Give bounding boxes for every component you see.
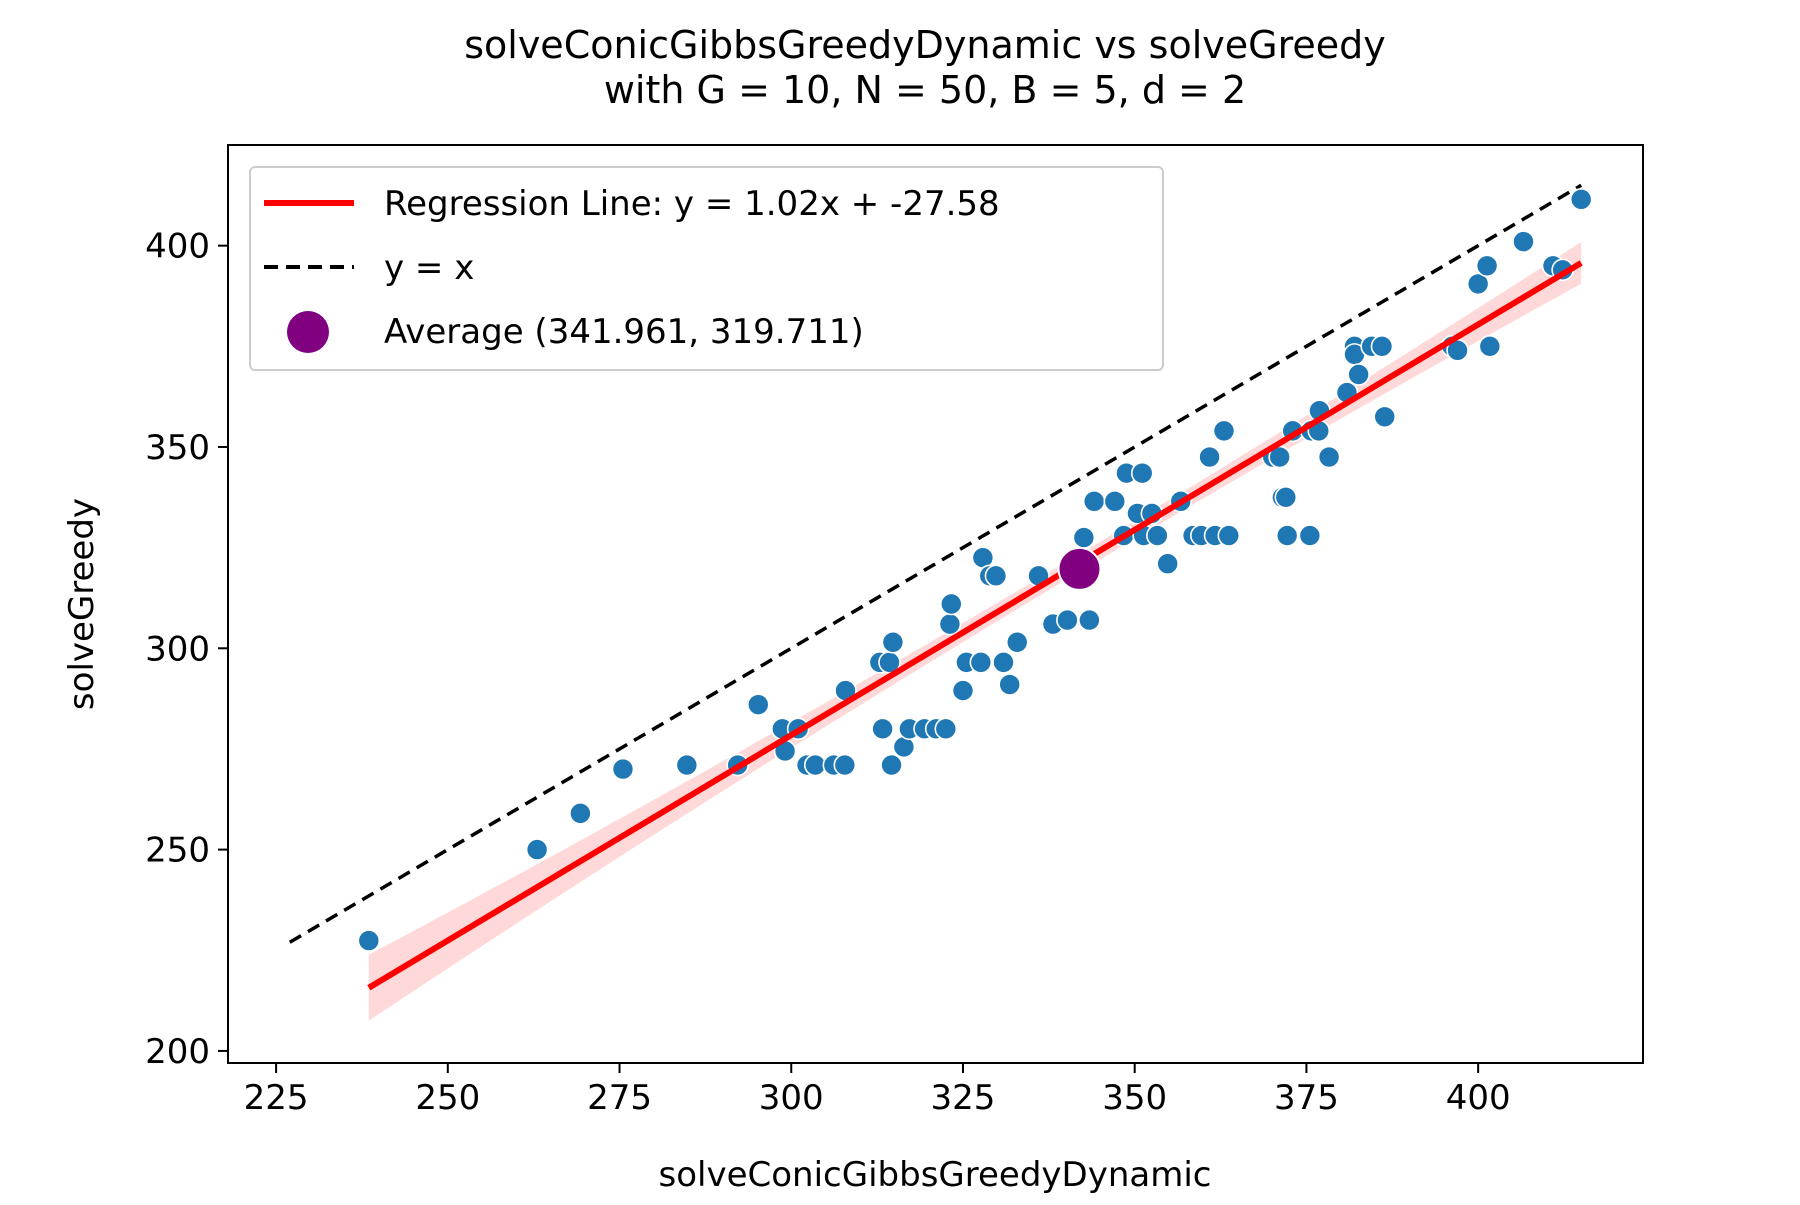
data-point-41 [1082,490,1106,513]
x-tick-label-325: 325 [931,1078,996,1118]
data-point-50 [1156,552,1179,576]
y-axis-label: solveGreedy [62,498,102,710]
plot-area [288,183,1593,1021]
legend-regression-label: Regression Line: y = 1.02x + -27.58 [384,184,1000,224]
chart-subtitle: with G = 10, N = 50, B = 5, d = 2 [604,68,1246,112]
legend-average-label: Average (341.961, 319.711) [384,312,864,352]
plot-frame [227,144,1644,1064]
regression-confidence-band [368,242,1582,1021]
data-point-40 [1078,608,1101,632]
data-point-29 [969,651,993,674]
data-point-74 [1370,335,1394,358]
data-point-32 [984,564,1008,588]
data-point-81 [1512,230,1535,253]
data-point-80 [1478,335,1502,358]
x-tick-label-400: 400 [1446,1078,1511,1118]
data-point-54 [1198,445,1221,469]
x-tick-label-275: 275 [587,1078,652,1118]
y-tick-label-400: 400 [145,227,210,267]
x-axis-label: solveConicGibbsGreedyDynamic [659,1155,1212,1195]
identity-line [288,183,1583,944]
x-tick-label-225: 225 [244,1078,309,1118]
data-point-0 [357,929,381,952]
data-point-61 [1274,486,1298,509]
data-point-42 [1103,490,1127,513]
data-point-64 [1298,524,1322,547]
data-point-79 [1475,254,1499,278]
data-point-72 [1347,363,1370,386]
data-point-25 [938,612,962,636]
x-axis-ticks: 225 250 275 300 325 350 375 400 [244,1063,1511,1118]
y-tick-label-300: 300 [145,629,210,669]
data-point-35 [1005,630,1029,654]
legend-average-swatch [287,311,329,353]
data-point-33 [992,651,1015,674]
data-point-19 [881,630,905,654]
data-point-39 [1072,526,1096,549]
data-point-1 [525,838,549,861]
data-point-27 [951,679,975,702]
data-point-46 [1130,461,1154,485]
legend-identity-label: y = x [384,248,474,288]
data-point-26 [939,592,963,616]
data-point-38 [1056,608,1079,632]
y-tick-label-250: 250 [145,831,210,871]
data-point-84 [1569,188,1593,211]
data-point-24 [934,717,958,741]
data-point-34 [998,673,1021,696]
x-tick-label-350: 350 [1102,1078,1167,1118]
x-tick-label-250: 250 [415,1078,480,1118]
y-axis-ticks: 200 250 300 350 400 [145,227,228,1072]
legend: Regression Line: y = 1.02x + -27.58 y = … [249,166,1164,371]
chart-title: solveConicGibbsGreedyDynamic vs solveGre… [464,23,1386,67]
data-point-6 [746,693,770,716]
y-tick-label-350: 350 [145,428,210,468]
data-point-3 [611,757,635,781]
data-point-78 [1466,272,1490,296]
x-tick-label-300: 300 [759,1078,824,1118]
legend-box [249,166,1164,371]
data-point-13 [833,753,857,777]
data-point-62 [1275,524,1299,547]
data-point-68 [1317,445,1341,469]
data-point-4 [675,753,699,777]
average-point [1057,546,1102,591]
data-point-57 [1217,524,1241,547]
data-point-75 [1373,405,1397,429]
regression-line [367,260,1583,991]
data-point-18 [880,753,903,777]
data-point-49 [1146,524,1169,547]
y-tick-label-200: 200 [145,1032,210,1072]
data-point-16 [871,717,894,741]
data-point-56 [1212,419,1236,443]
x-tick-label-375: 375 [1274,1078,1339,1118]
data-point-2 [569,802,592,825]
